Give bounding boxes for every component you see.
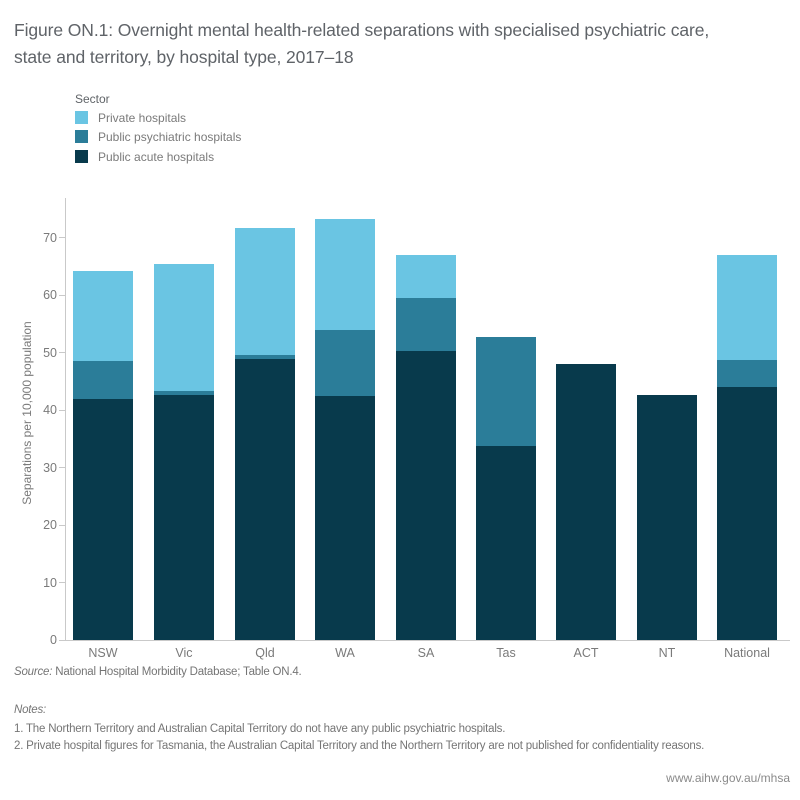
bar-nsw-public-psychiatric-hospitals[interactable] [73,361,133,399]
bar-qld-public-psychiatric-hospitals[interactable] [235,354,295,360]
x-axis-label-tas: Tas [496,646,516,660]
legend-title: Sector [75,92,110,106]
bar-qld-private-hospitals[interactable] [235,227,295,355]
bar-sa-public-acute-hospitals[interactable] [396,351,456,640]
y-tick-mark-70 [59,237,65,239]
note-line: 1. The Northern Territory and Australian… [14,723,506,735]
x-axis-label-wa: WA [335,646,355,660]
bar-tas-public-acute-hospitals[interactable] [476,445,536,640]
x-axis-label-nt: NT [658,646,676,660]
y-tick-label-70: 70 [43,230,57,245]
y-tick-mark-20 [59,524,65,526]
note-line: 2. Private hospital figures for Tasmania… [14,740,705,752]
bar-vic-public-acute-hospitals[interactable] [154,395,214,640]
bar-wa-public-psychiatric-hospitals[interactable] [315,330,375,397]
bar-sa-private-hospitals[interactable] [396,255,456,299]
bar-wa-private-hospitals[interactable] [315,219,375,331]
legend-item-private-hospitals[interactable]: Private hospitals [75,111,295,125]
bar-sa-public-psychiatric-hospitals[interactable] [396,298,456,352]
notes-list: 1. The Northern Territory and Australian… [14,721,786,755]
figure-title: Figure ON.1: Overnight mental health-rel… [14,20,710,67]
x-axis-label-sa: SA [417,646,435,660]
source-body: National Hospital Morbidity Database; Ta… [55,666,302,678]
y-tick-label-60: 60 [43,288,57,303]
x-axis-label-national: National [724,646,770,660]
legend-item-public-psychiatric-hospitals[interactable]: Public psychiatric hospitals [75,130,295,144]
y-tick-label-50: 50 [43,345,57,360]
bar-nsw-private-hospitals[interactable] [73,270,133,362]
aihw-link[interactable]: www.aihw.gov.au/mhsa [666,771,790,785]
legend-swatch-public-acute-hospitals [75,149,88,163]
bar-vic-public-psychiatric-hospitals[interactable] [154,390,214,396]
x-axis-label-vic: Vic [175,646,193,660]
bar-tas-public-psychiatric-hospitals[interactable] [476,337,536,446]
legend-label: Private hospitals [98,111,187,125]
source-line: Source: National Hospital Morbidity Data… [14,666,302,678]
bar-national-public-acute-hospitals[interactable] [717,387,777,640]
y-axis-line [65,198,66,640]
y-tick-label-10: 10 [43,575,57,590]
bar-national-private-hospitals[interactable] [717,255,777,360]
legend-label: Public acute hospitals [98,149,215,164]
y-tick-label-0: 0 [50,633,57,647]
bar-vic-private-hospitals[interactable] [154,264,214,391]
legend-swatch-public-psychiatric-hospitals [75,130,88,144]
legend-swatch-private-hospitals [75,111,88,124]
y-tick-mark-40 [59,409,65,411]
bar-wa-public-acute-hospitals[interactable] [315,396,375,640]
y-tick-mark-30 [59,467,65,469]
y-tick-label-30: 30 [43,460,57,475]
y-tick-mark-0 [59,639,65,641]
bar-nt-public-acute-hospitals[interactable] [637,394,697,640]
notes-label: Notes: [14,704,47,716]
source-label: Source: [14,666,53,678]
y-tick-mark-60 [59,294,65,296]
x-axis-line [65,640,790,641]
bar-national-public-psychiatric-hospitals[interactable] [717,359,777,388]
bar-act-public-acute-hospitals[interactable] [556,364,616,640]
legend-item-public-acute-hospitals[interactable]: Public acute hospitals [75,149,295,164]
bar-qld-public-acute-hospitals[interactable] [235,359,295,640]
y-tick-mark-50 [59,352,65,354]
y-tick-label-40: 40 [43,403,57,418]
bar-nsw-public-acute-hospitals[interactable] [73,398,133,640]
y-tick-label-20: 20 [43,518,57,533]
legend-label: Public psychiatric hospitals [98,130,242,145]
x-axis-label-act: ACT [573,646,599,660]
y-tick-mark-10 [59,582,65,584]
x-axis-label-nsw: NSW [88,646,118,660]
x-axis-label-qld: Qld [255,646,275,660]
